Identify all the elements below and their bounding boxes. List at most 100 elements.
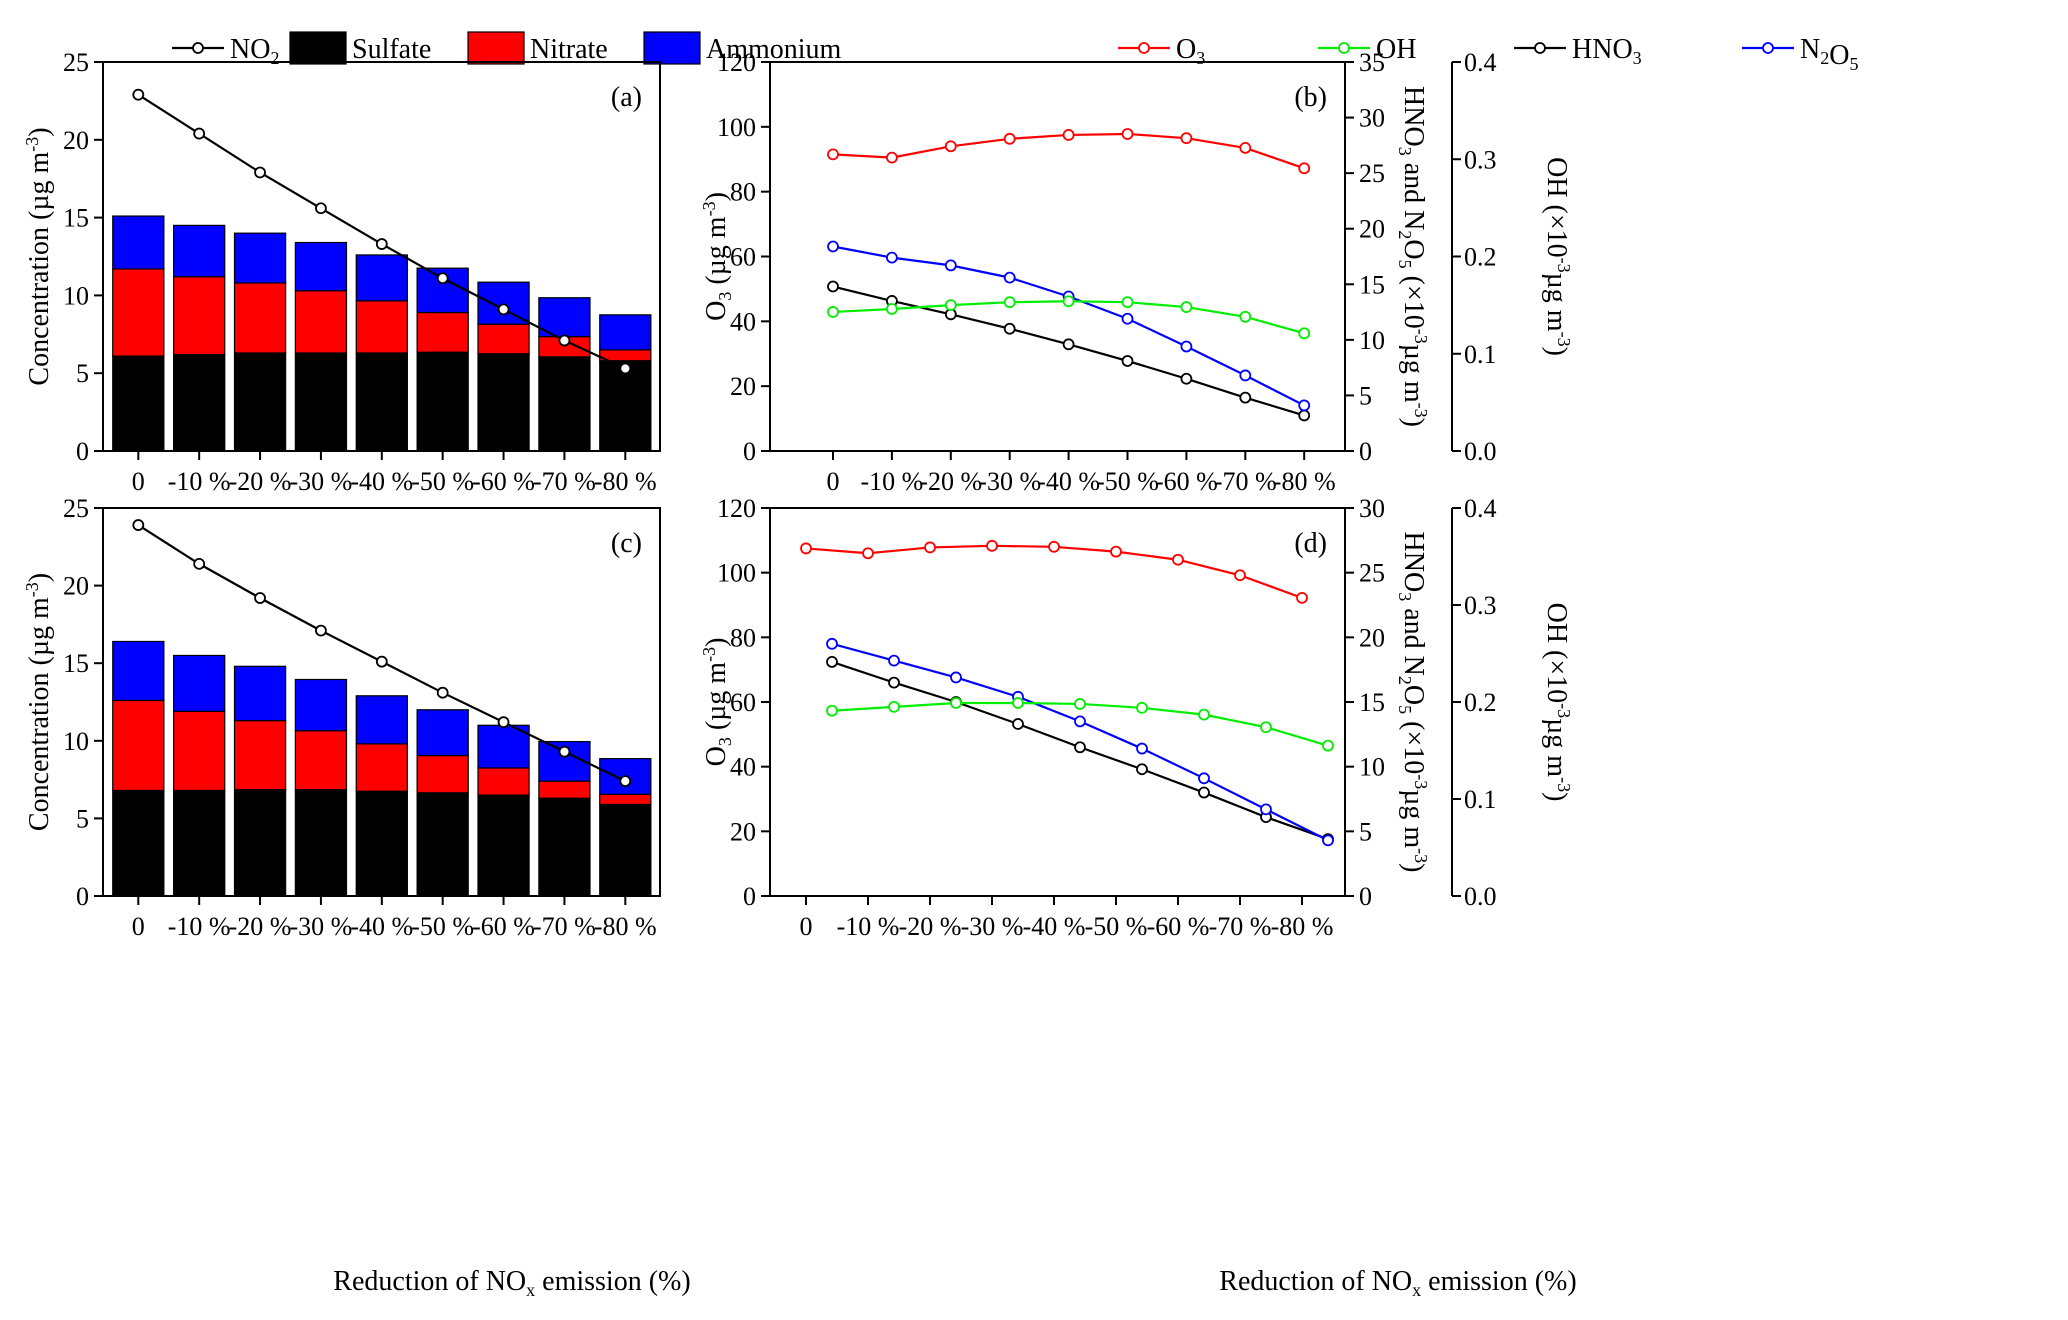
point-n2o5-0 — [827, 240, 839, 253]
bar-ammonium-2 — [233, 665, 287, 722]
bar-nitrate-1 — [173, 276, 226, 356]
x-tick-label: -20 % — [899, 912, 962, 941]
y-right-tick-label: 10 — [1359, 753, 1385, 782]
y-right-tick-label: 5 — [1359, 817, 1372, 846]
y-right-tick-label: 25 — [1359, 559, 1385, 588]
point-oh-6 — [1180, 301, 1193, 313]
point-n2o5-5 — [1121, 312, 1134, 325]
point-oh-3 — [1003, 296, 1016, 309]
bar-sulfate-1 — [173, 353, 226, 452]
point-oh-7 — [1260, 721, 1272, 734]
y-tick-label: 10 — [63, 281, 89, 310]
legend-marker — [192, 42, 204, 54]
x-tick-label: -50 % — [411, 912, 474, 941]
point-o3-8 — [1296, 591, 1308, 604]
y-tick-label: 0 — [743, 437, 756, 466]
legend-box-symbol — [289, 31, 347, 65]
x-tick-label: -60 % — [472, 467, 535, 496]
bar-nitrate-6 — [477, 323, 530, 355]
y-tick-label: 80 — [730, 623, 756, 652]
y-tick-label: 60 — [730, 688, 756, 717]
y-right2-axis-label: OH (×10-3µg m-3) — [1541, 157, 1574, 356]
point-n2o5-2 — [944, 259, 957, 272]
x-tick-label: 0 — [827, 467, 840, 496]
point-n2o5-1 — [888, 654, 900, 667]
y-tick-label: 0 — [76, 882, 89, 911]
x-tick-label: -60 % — [1155, 467, 1218, 496]
x-axis-label-left: Reduction of NOx emission (%) — [333, 1266, 690, 1300]
point-o3-3 — [986, 539, 998, 552]
y-right2-tick-label: 0.0 — [1464, 882, 1497, 911]
panel-label: (d) — [1294, 528, 1327, 559]
bar-sulfate-8 — [599, 803, 652, 897]
legend-label: Ammonium — [706, 34, 842, 65]
y-tick-label: 5 — [76, 359, 89, 388]
bar-ammonium-5 — [416, 709, 469, 757]
x-tick-label: -10 % — [860, 467, 923, 496]
point-o3-4 — [1062, 129, 1075, 141]
y-right-tick-label: 15 — [1359, 270, 1385, 299]
point-no2-7 — [558, 334, 571, 347]
point-hno3-8 — [1298, 409, 1311, 422]
point-oh-5 — [1121, 296, 1134, 309]
bar-ammonium-0 — [112, 215, 165, 270]
point-n2o5-6 — [1198, 772, 1210, 785]
y-tick-label: 20 — [730, 817, 756, 846]
x-tick-label: 0 — [800, 912, 813, 941]
bar-sulfate-8 — [599, 360, 652, 452]
point-no2-1 — [193, 127, 206, 140]
y-axis-label: O3 (µg m-3) — [699, 192, 735, 321]
bar-sulfate-4 — [355, 790, 408, 897]
bar-sulfate-5 — [416, 351, 469, 452]
legend-right: O3 OH HNO3 N2O5 — [1118, 34, 1858, 74]
point-o3-1 — [862, 547, 874, 560]
y-tick-label: 120 — [717, 48, 756, 77]
point-oh-1 — [888, 700, 900, 713]
y-tick-label: 15 — [63, 204, 89, 233]
point-no2-3 — [315, 624, 327, 637]
point-oh-8 — [1298, 327, 1311, 340]
point-o3-0 — [800, 542, 812, 555]
point-n2o5-3 — [1003, 271, 1016, 284]
x-tick-label: -40 % — [1037, 467, 1100, 496]
x-tick-label: -70 % — [1209, 912, 1272, 941]
point-no2-7 — [558, 745, 571, 758]
point-hno3-6 — [1180, 372, 1193, 385]
x-tick-label: -60 % — [472, 912, 535, 941]
x-tick-label: -30 % — [961, 912, 1024, 941]
point-o3-1 — [886, 151, 898, 164]
panel-label: (c) — [611, 528, 642, 559]
point-hno3-3 — [1012, 718, 1024, 730]
legend-box-symbol — [643, 31, 701, 65]
point-o3-7 — [1239, 142, 1252, 154]
bar-nitrate-0 — [112, 699, 165, 792]
x-tick-label: -50 % — [1085, 912, 1148, 941]
y-right-tick-label: 30 — [1359, 104, 1385, 133]
point-oh-4 — [1062, 295, 1075, 308]
y-right-tick-label: 25 — [1359, 159, 1385, 188]
point-no2-5 — [436, 272, 449, 285]
bar-ammonium-4 — [355, 695, 408, 745]
point-oh-3 — [1012, 697, 1024, 709]
bar-ammonium-4 — [355, 254, 408, 302]
x-tick-label: -30 % — [978, 467, 1041, 496]
x-tick-label: -70 % — [533, 912, 596, 941]
point-o3-5 — [1121, 128, 1134, 140]
bar-sulfate-2 — [233, 352, 287, 452]
legend-label: HNO3 — [1572, 34, 1642, 68]
legend-marker — [1534, 42, 1546, 54]
y-tick-label: 80 — [730, 178, 756, 207]
y-tick-label: 40 — [730, 307, 756, 336]
point-o3-6 — [1172, 553, 1184, 566]
y-right2-tick-label: 0.1 — [1464, 340, 1497, 369]
bar-nitrate-7 — [538, 780, 591, 799]
y-right-tick-label: 10 — [1359, 326, 1385, 355]
point-no2-5 — [436, 686, 449, 699]
bar-sulfate-3 — [294, 789, 348, 897]
y-right2-tick-label: 0.3 — [1464, 591, 1497, 620]
plot-frame — [769, 507, 1346, 897]
y-right-tick-label: 0 — [1359, 437, 1372, 466]
y-tick-label: 25 — [63, 494, 89, 523]
x-tick-label: -20 % — [229, 912, 292, 941]
legend-label: OH — [1376, 34, 1416, 65]
